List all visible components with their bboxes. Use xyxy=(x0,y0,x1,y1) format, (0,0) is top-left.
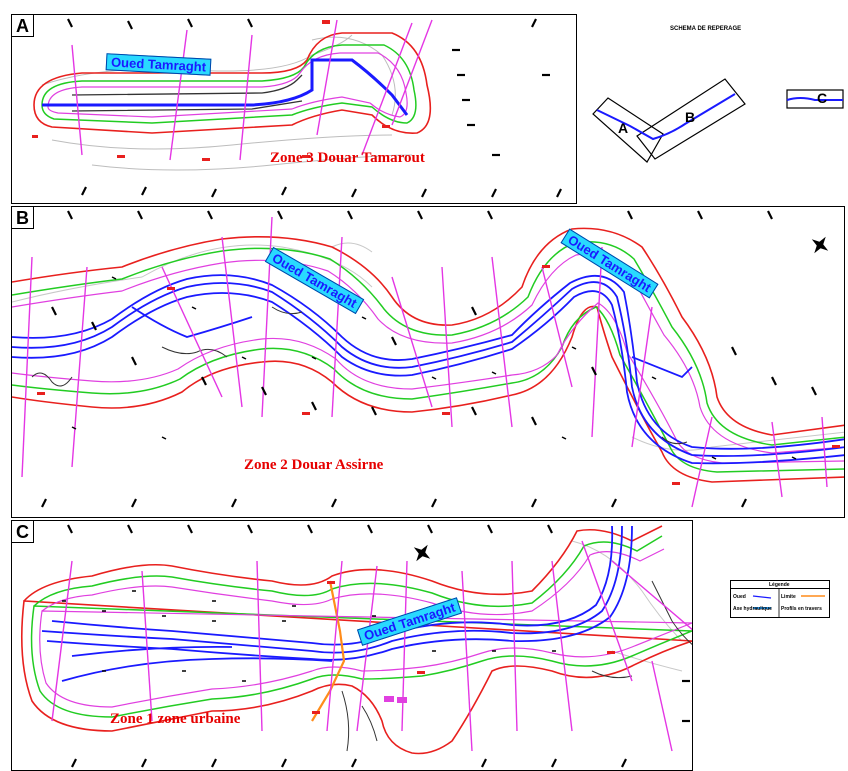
flood-limit-middle xyxy=(12,240,844,473)
key-segment-a-label: A xyxy=(618,120,629,136)
key-segment-b-box xyxy=(636,78,746,160)
profile-markers xyxy=(32,20,390,161)
legend-item-3: Axe hydraulique xyxy=(733,606,772,612)
cross-section-profiles xyxy=(71,19,433,161)
key-map: SCHEMA DE REPERAGE A B C xyxy=(575,14,845,204)
legend-title: Légende xyxy=(769,582,790,588)
key-segment-c-label: C xyxy=(817,90,828,106)
legend-item-1: Oued xyxy=(733,594,746,600)
terrain-contours xyxy=(571,540,683,672)
legend-divider xyxy=(731,588,829,589)
panel-a-drawing xyxy=(32,18,562,198)
flood-limit-middle xyxy=(41,44,417,124)
flood-limit-inner xyxy=(47,52,408,118)
north-arrow-icon xyxy=(811,236,829,254)
panel-b-label: B xyxy=(12,207,34,229)
panel-c-zone-label: Zone 1 zone urbaine xyxy=(110,711,241,727)
flow-ticks xyxy=(41,210,817,508)
panel-a-label: A xyxy=(12,15,34,37)
terrain-detail xyxy=(341,580,692,752)
flood-limit-outer xyxy=(21,525,692,755)
river-axis xyxy=(42,58,409,116)
flood-limit-outer xyxy=(33,32,432,134)
key-river-c xyxy=(786,97,843,101)
legend-item-4: Profils en travers xyxy=(781,606,822,612)
flow-ticks xyxy=(67,524,690,768)
key-segment-a-box xyxy=(592,97,664,163)
panel-a-zone-label: Zone 3 Douar Tamarout xyxy=(270,150,425,166)
panel-c-map: C xyxy=(11,520,693,771)
key-map-drawing xyxy=(592,78,844,163)
key-river-ab xyxy=(596,93,736,141)
flood-limit-middle xyxy=(30,535,692,718)
panel-b-zone-label: Zone 2 Douar Assirne xyxy=(244,457,384,473)
legend-item-2: Limite xyxy=(781,594,796,600)
flood-limit-inner xyxy=(12,253,844,464)
flow-ticks xyxy=(67,18,562,198)
legend-box: Légende Oued Limite Axe hydraulique Prof… xyxy=(730,580,830,618)
key-map-title: SCHEMA DE REPERAGE xyxy=(670,26,742,32)
cross-section-profiles xyxy=(21,216,828,508)
panel-b-map: B xyxy=(11,206,845,518)
terrain-detail xyxy=(31,306,688,445)
terrain-contours xyxy=(12,242,844,451)
channel-outline xyxy=(71,74,303,112)
legend-symbols xyxy=(752,589,825,617)
profile-markers xyxy=(37,265,840,485)
pink-markers xyxy=(384,696,407,703)
panel-b-drawing xyxy=(12,210,844,508)
profile-markers xyxy=(312,581,615,714)
contour-tick-marks xyxy=(71,276,797,460)
key-segment-b-label: B xyxy=(685,109,696,125)
north-arrow-icon xyxy=(413,544,431,562)
panel-c-drawing xyxy=(21,524,692,768)
panel-a-map: A xyxy=(11,14,577,204)
panel-c-label: C xyxy=(12,521,34,543)
